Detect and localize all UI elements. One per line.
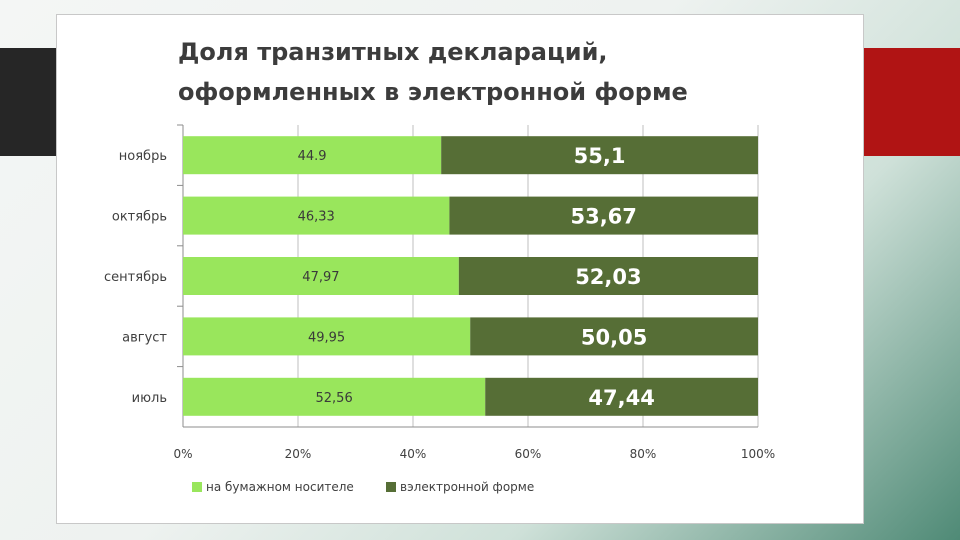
dark-accent-bar — [0, 48, 60, 156]
data-label: 55,1 — [574, 144, 626, 168]
chart-title-line-2: оформленных в электронной форме — [178, 78, 688, 106]
category-label: ноябрь — [119, 149, 167, 164]
category-label: октябрь — [112, 210, 167, 225]
data-label: 53,67 — [570, 205, 636, 229]
bar-segment — [183, 196, 450, 235]
bar-segment — [458, 257, 758, 295]
x-tick-label: 20% — [285, 447, 312, 461]
data-label: 50,05 — [581, 325, 647, 349]
bar-segment — [441, 136, 758, 175]
x-tick-label: 0% — [173, 447, 192, 461]
data-label: 47,97 — [302, 270, 339, 285]
category-label: июль — [132, 391, 167, 406]
bar-segment — [449, 196, 758, 235]
bar-segment — [183, 257, 459, 295]
legend-label: на бумажном носителе — [206, 480, 354, 494]
bar-segment — [470, 317, 758, 356]
legend-swatch — [386, 482, 396, 492]
bar-segment — [183, 136, 442, 175]
x-tick-label: 100% — [741, 447, 775, 461]
legend-label: вэлектронной форме — [400, 480, 534, 494]
x-tick-label: 60% — [515, 447, 542, 461]
chart-title-line-1: Доля транзитных деклараций, — [178, 38, 608, 66]
bar-segment — [485, 377, 758, 416]
data-label: 47,44 — [588, 386, 654, 410]
bar-segment — [183, 317, 471, 356]
data-label: 44.9 — [298, 149, 327, 164]
data-label: 49,95 — [308, 330, 345, 345]
bar-segment — [183, 377, 486, 416]
category-label: август — [122, 330, 167, 345]
data-label: 46,33 — [298, 210, 335, 225]
red-accent-bar — [862, 48, 960, 156]
data-label: 52,56 — [316, 391, 353, 406]
data-label: 52,03 — [575, 265, 641, 289]
x-tick-label: 80% — [630, 447, 657, 461]
x-tick-label: 40% — [400, 447, 427, 461]
category-label: сентябрь — [104, 270, 167, 285]
legend-swatch — [192, 482, 202, 492]
